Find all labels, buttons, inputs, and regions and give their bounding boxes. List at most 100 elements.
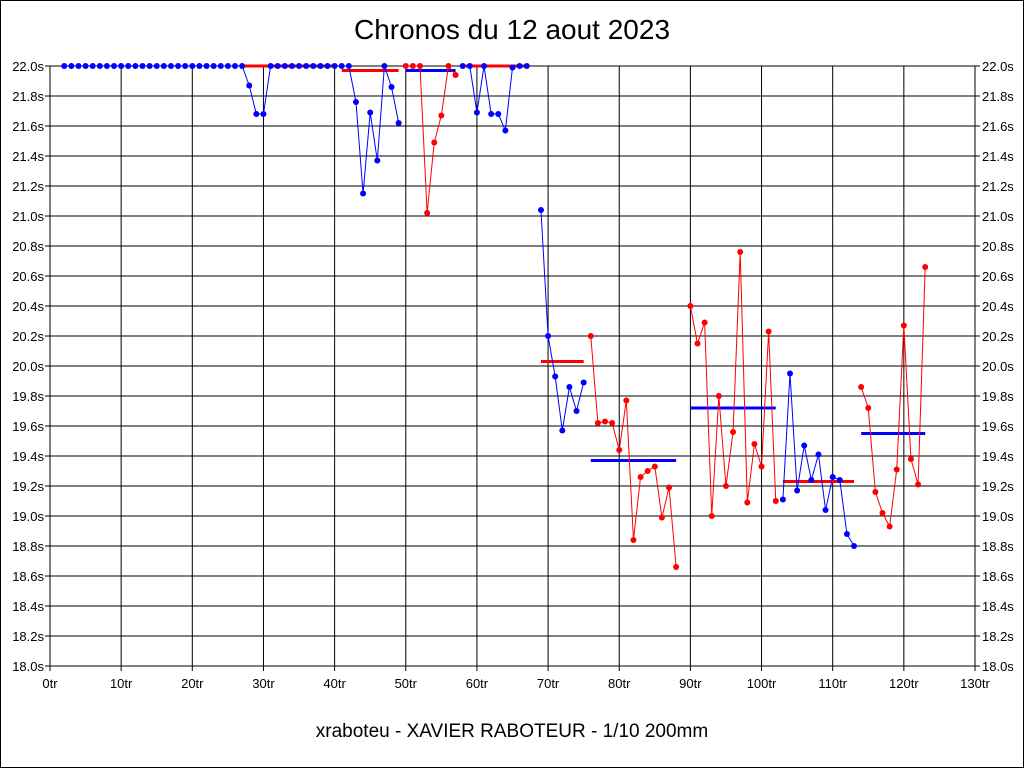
data-point bbox=[708, 513, 715, 519]
data-point bbox=[210, 63, 217, 69]
x-tick-label: 40tr bbox=[323, 676, 346, 691]
data-point bbox=[331, 63, 338, 69]
y-tick-label-right: 21.8s bbox=[982, 89, 1014, 104]
data-point bbox=[281, 63, 288, 69]
data-point bbox=[566, 384, 573, 390]
data-point bbox=[537, 207, 544, 213]
chart-title: Chronos du 12 aout 2023 bbox=[353, 14, 671, 45]
data-point bbox=[224, 63, 231, 69]
data-point bbox=[651, 463, 658, 470]
data-point bbox=[253, 111, 260, 117]
data-point bbox=[829, 474, 836, 480]
data-point bbox=[175, 63, 182, 69]
y-tick-label-right: 19.8s bbox=[982, 389, 1014, 404]
data-point bbox=[182, 63, 189, 69]
data-point bbox=[630, 537, 637, 543]
data-point bbox=[545, 333, 552, 339]
data-point bbox=[594, 420, 601, 426]
data-point bbox=[288, 63, 295, 69]
data-point bbox=[694, 340, 701, 347]
series-line bbox=[405, 64, 456, 214]
data-point bbox=[609, 420, 616, 426]
data-point bbox=[203, 63, 210, 69]
data-point bbox=[303, 63, 310, 69]
x-tick-label: 120tr bbox=[889, 676, 919, 691]
data-point bbox=[765, 328, 772, 335]
data-point bbox=[118, 63, 125, 69]
data-point bbox=[367, 109, 374, 116]
series-line bbox=[64, 65, 335, 115]
y-tick-label-left: 19.0s bbox=[12, 509, 44, 524]
y-tick-label-left: 19.2s bbox=[12, 479, 44, 494]
data-point bbox=[779, 496, 786, 503]
y-tick-label-left: 18.2s bbox=[12, 629, 44, 644]
y-tick-label-left: 21.4s bbox=[12, 149, 44, 164]
y-tick-label-right: 20.4s bbox=[982, 299, 1014, 314]
data-point bbox=[360, 190, 367, 197]
data-point bbox=[616, 447, 623, 453]
x-tick-label: 100tr bbox=[747, 676, 777, 691]
data-point bbox=[424, 210, 431, 216]
data-point bbox=[687, 303, 694, 309]
data-point bbox=[516, 63, 523, 69]
series-line bbox=[462, 65, 527, 133]
y-tick-label-left: 20.4s bbox=[12, 299, 44, 314]
x-tick-label: 90tr bbox=[679, 676, 702, 691]
x-tick-label: 60tr bbox=[466, 676, 489, 691]
data-point bbox=[61, 63, 68, 69]
y-tick-label-left: 20.2s bbox=[12, 329, 44, 344]
y-tick-label-right: 19.4s bbox=[982, 449, 1014, 464]
x-tick-label: 10tr bbox=[110, 676, 133, 691]
data-point bbox=[623, 397, 630, 404]
data-point bbox=[559, 427, 566, 434]
y-tick-label-right: 20.2s bbox=[982, 329, 1014, 344]
data-point bbox=[374, 157, 381, 164]
data-point bbox=[324, 63, 331, 69]
data-point bbox=[843, 531, 850, 537]
data-point bbox=[602, 418, 608, 425]
data-point bbox=[82, 63, 89, 69]
y-tick-label-right: 18.6s bbox=[982, 569, 1014, 584]
y-tick-label-left: 22.0s bbox=[12, 59, 44, 74]
data-point bbox=[481, 63, 488, 69]
y-tick-label-left: 19.4s bbox=[12, 449, 44, 464]
data-point bbox=[189, 63, 196, 69]
series-line bbox=[860, 266, 926, 529]
data-point bbox=[395, 120, 402, 126]
y-tick-label-right: 21.0s bbox=[982, 209, 1014, 224]
y-tick-label-left: 18.0s bbox=[12, 659, 44, 674]
y-tick-label-right: 21.2s bbox=[982, 179, 1014, 194]
data-point bbox=[822, 507, 829, 513]
data-point bbox=[125, 63, 132, 69]
data-point bbox=[338, 63, 345, 69]
y-tick-label-left: 20.6s bbox=[12, 269, 44, 284]
data-point bbox=[402, 63, 409, 69]
data-point bbox=[893, 466, 900, 473]
y-tick-label-right: 21.4s bbox=[982, 149, 1014, 164]
x-tick-label: 110tr bbox=[818, 676, 847, 691]
y-tick-label-right: 20.8s bbox=[982, 239, 1014, 254]
data-point bbox=[75, 63, 82, 69]
data-point bbox=[801, 442, 808, 449]
data-point bbox=[744, 499, 751, 506]
data-point bbox=[637, 474, 644, 480]
y-tick-label-right: 19.0s bbox=[982, 509, 1014, 524]
data-point bbox=[737, 249, 744, 255]
data-point bbox=[836, 477, 843, 483]
data-point bbox=[239, 63, 246, 69]
y-tick-label-right: 19.6s bbox=[982, 419, 1014, 434]
data-point bbox=[103, 63, 110, 69]
data-point bbox=[658, 514, 665, 521]
data-point bbox=[865, 405, 872, 411]
data-point bbox=[466, 63, 473, 69]
y-tick-label-left: 20.8s bbox=[12, 239, 44, 254]
y-tick-label-left: 18.4s bbox=[12, 599, 44, 614]
data-point bbox=[580, 379, 587, 386]
series-line bbox=[689, 251, 777, 517]
data-point bbox=[488, 111, 495, 117]
data-point bbox=[886, 523, 893, 530]
data-point bbox=[160, 63, 167, 69]
data-point bbox=[701, 319, 708, 326]
data-point bbox=[232, 63, 238, 69]
